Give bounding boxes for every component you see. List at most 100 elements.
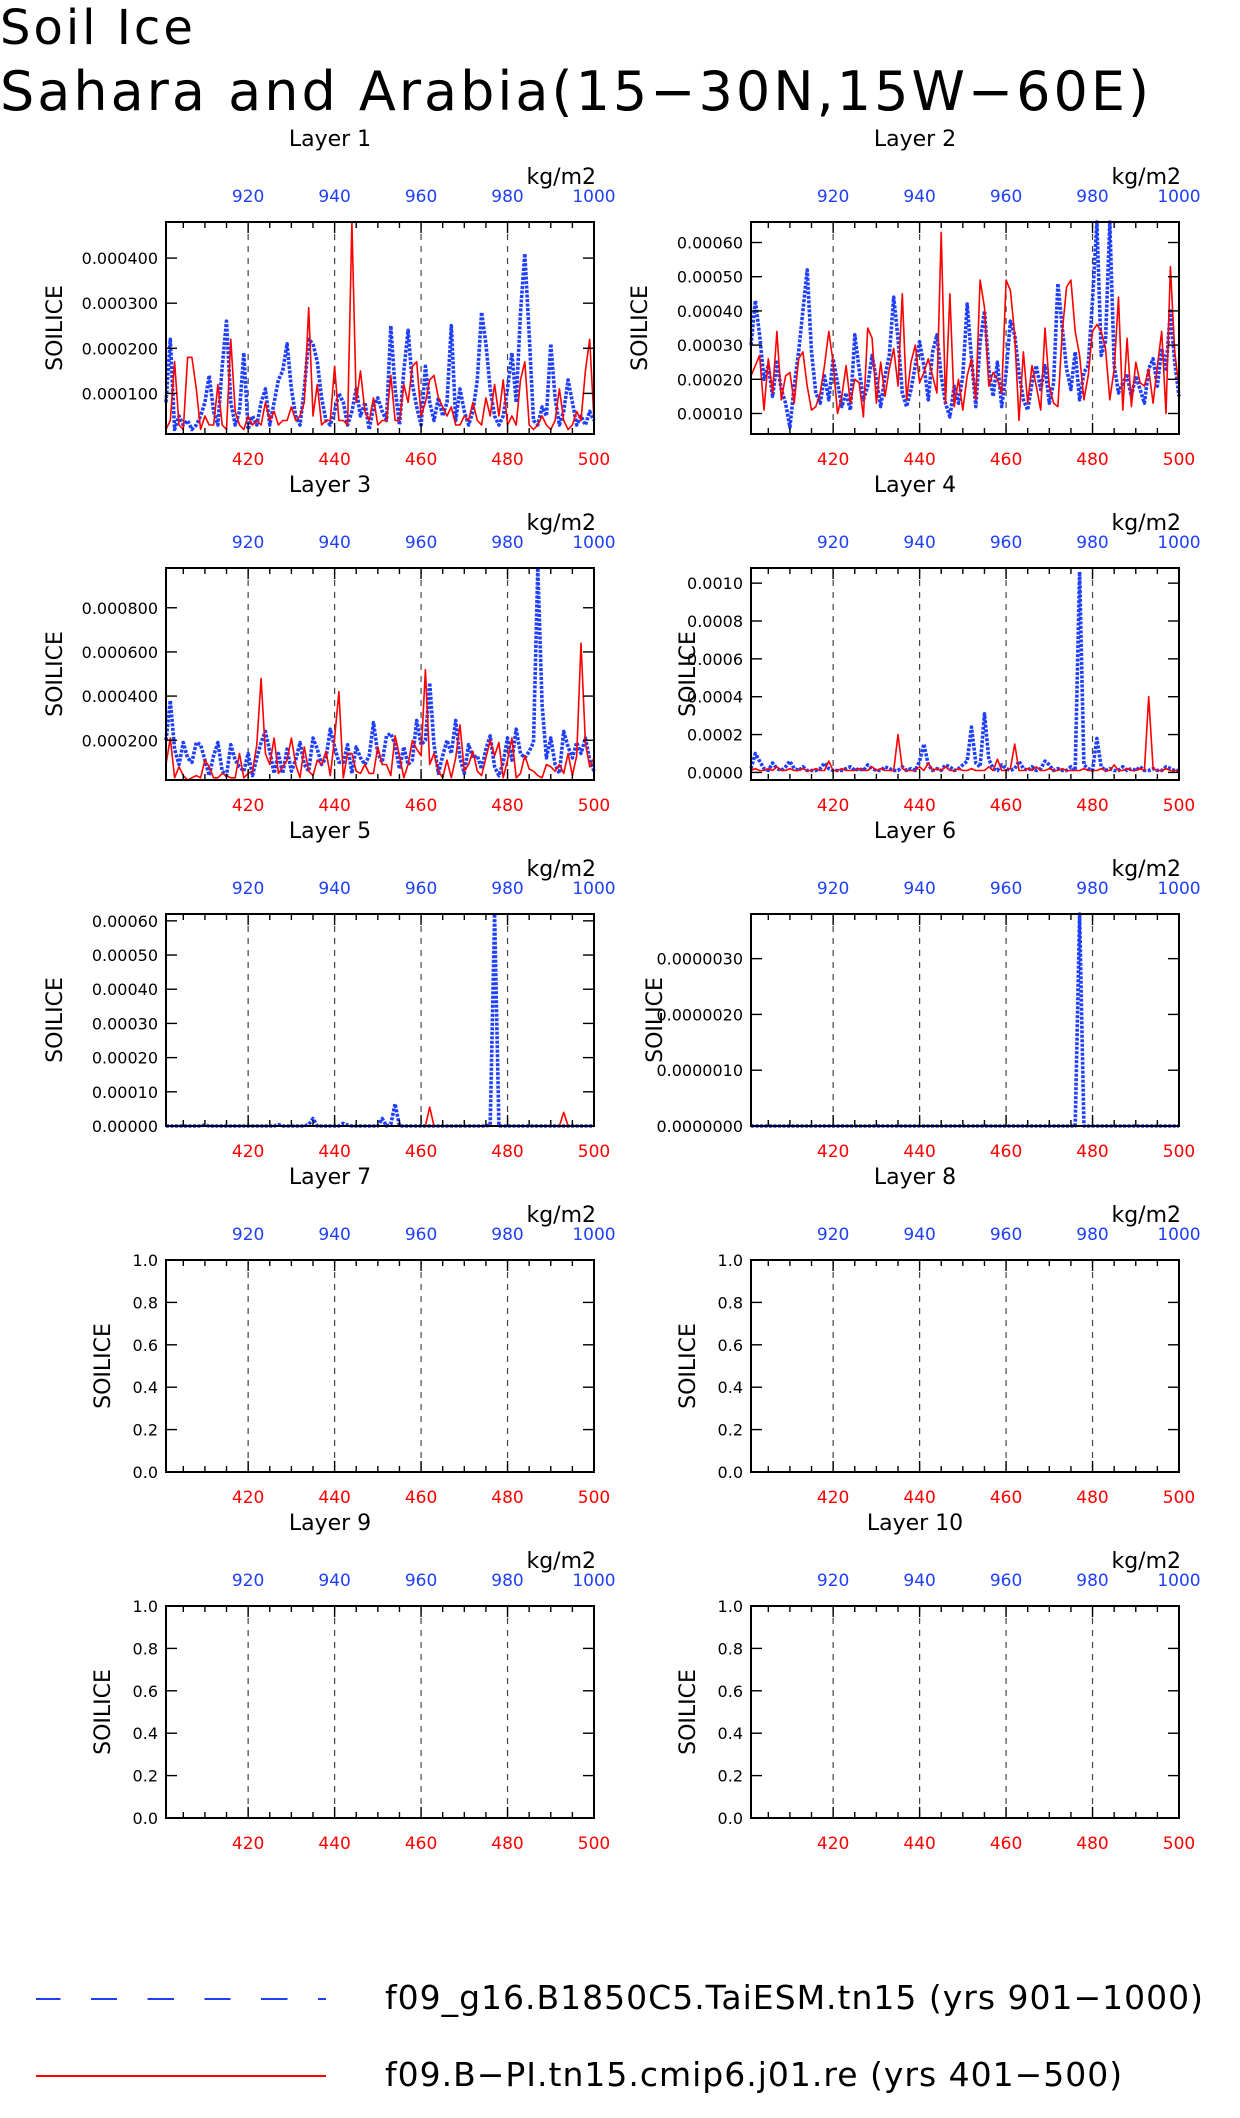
x-tick-label: 460 [405, 1142, 437, 1162]
x-tick-label: 420 [817, 450, 849, 470]
chart-panel-4: Layer 4 kg/m2 SOILICE 420 440 460 480 500 920 940… [676, 473, 1201, 816]
x-tick-label: 420 [817, 796, 849, 816]
y-tick-label: 0.00030 [92, 1014, 158, 1033]
x-top-tick-label: 940 [318, 533, 350, 553]
units-label: kg/m2 [526, 165, 596, 190]
y-tick-label: 0.0000020 [656, 1005, 743, 1024]
y-tick-label: 0.0004 [687, 688, 743, 707]
y-tick-label: 1.0 [133, 1251, 158, 1270]
x-tick-label: 440 [903, 450, 935, 470]
units-label: kg/m2 [526, 1549, 596, 1574]
plot-frame [165, 913, 595, 1127]
series-line-cmip6 [750, 695, 1179, 772]
chart-title: Layer 2 [874, 127, 956, 152]
series-line-cmip6 [750, 231, 1180, 422]
x-tick-label: 420 [817, 1488, 849, 1508]
y-tick-label: 0.000200 [82, 731, 158, 750]
series-line-taiesm [751, 912, 1179, 1128]
x-top-tick-label: 960 [990, 1571, 1022, 1591]
plot-frame [750, 567, 1180, 781]
plot-frame [165, 221, 595, 435]
y-tick-label: 0.000800 [82, 599, 158, 618]
x-tick-label: 480 [491, 1142, 523, 1162]
x-tick-label: 500 [578, 1488, 610, 1508]
x-top-tick-label: 940 [903, 879, 935, 899]
y-tick-label: 0.0010 [687, 574, 743, 593]
x-top-tick-label: 920 [817, 1225, 849, 1245]
chart-title: Layer 9 [289, 1511, 371, 1536]
y-tick-label: 0.00040 [677, 302, 743, 321]
y-tick-label: 0.000200 [82, 339, 158, 358]
plot-frame [165, 567, 595, 781]
y-tick-label: 0.8 [133, 1639, 158, 1658]
x-tick-label: 480 [1076, 450, 1108, 470]
x-top-tick-label: 940 [318, 187, 350, 207]
x-tick-label: 440 [903, 1834, 935, 1854]
x-top-tick-label: 920 [232, 1571, 264, 1591]
y-tick-label: 0.00050 [92, 946, 158, 965]
x-tick-label: 480 [1076, 1834, 1108, 1854]
y-tick-label: 0.4 [718, 1724, 743, 1743]
x-top-tick-label: 1000 [1157, 187, 1200, 207]
x-top-tick-label: 980 [491, 533, 523, 553]
legend-label-cmip6: f09.B−PI.tn15.cmip6.j01.re (yrs 401−500) [385, 2055, 1124, 2094]
x-top-tick-label: 980 [1076, 533, 1108, 553]
x-top-tick-label: 960 [405, 1571, 437, 1591]
x-top-tick-label: 940 [903, 187, 935, 207]
y-axis-label: SOILICE [676, 631, 701, 717]
units-label: kg/m2 [526, 1203, 596, 1228]
y-tick-label: 0.8 [133, 1293, 158, 1312]
series-line-taiesm [749, 220, 1181, 430]
y-tick-label: 0.0000010 [656, 1061, 743, 1080]
x-tick-label: 440 [318, 1142, 350, 1162]
x-tick-label: 480 [491, 1834, 523, 1854]
y-tick-label: 1.0 [718, 1251, 743, 1270]
x-top-tick-label: 980 [491, 1571, 523, 1591]
chart-panel-9: Layer 9 kg/m2 SOILICE 420 440 460 480 500 920 940… [91, 1511, 616, 1854]
chart-panel-5: Layer 5 kg/m2 SOILICE 420 440 460 480 500 920 940… [43, 819, 616, 1162]
x-tick-label: 420 [817, 1834, 849, 1854]
units-label: kg/m2 [1111, 511, 1181, 536]
x-tick-label: 480 [491, 1488, 523, 1508]
x-tick-label: 500 [1163, 450, 1195, 470]
units-label: kg/m2 [1111, 165, 1181, 190]
y-tick-label: 0.0 [133, 1463, 158, 1482]
x-top-tick-label: 980 [1076, 187, 1108, 207]
x-tick-label: 460 [990, 450, 1022, 470]
x-tick-label: 460 [405, 1834, 437, 1854]
x-top-tick-label: 960 [405, 1225, 437, 1245]
x-tick-label: 440 [318, 1488, 350, 1508]
x-tick-label: 440 [318, 796, 350, 816]
y-tick-label: 0.4 [133, 1724, 158, 1743]
x-top-tick-label: 960 [990, 879, 1022, 899]
plot-frame [165, 1259, 595, 1473]
chart-panel-3: Layer 3 kg/m2 SOILICE 420 440 460 480 500 920 940… [43, 473, 616, 816]
y-tick-label: 0.6 [133, 1682, 158, 1701]
units-label: kg/m2 [1111, 1203, 1181, 1228]
series-line-taiesm [166, 912, 594, 1128]
y-tick-label: 0.00050 [677, 268, 743, 287]
page-subtitle: Sahara and Arabia(15−30N,15W−60E) [0, 60, 1153, 123]
x-top-tick-label: 920 [232, 187, 264, 207]
plot-frame [750, 913, 1180, 1127]
plot-frame [750, 221, 1180, 435]
x-top-tick-label: 940 [903, 533, 935, 553]
x-top-tick-label: 960 [405, 533, 437, 553]
x-top-tick-label: 940 [318, 1571, 350, 1591]
legend-item-cmip6: f09.B−PI.tn15.cmip6.j01.re (yrs 401−500) [0, 2047, 1240, 2107]
x-top-tick-label: 920 [817, 187, 849, 207]
y-tick-label: 0.4 [133, 1378, 158, 1397]
y-tick-label: 0.0 [718, 1463, 743, 1482]
chart-title: Layer 7 [289, 1165, 371, 1190]
y-axis-label: SOILICE [91, 1669, 116, 1755]
y-tick-label: 0.0000030 [656, 950, 743, 969]
y-tick-label: 0.0006 [687, 650, 743, 669]
x-tick-label: 480 [1076, 1142, 1108, 1162]
legend-line-dashed-blue [36, 1998, 326, 2000]
chart-panel-10: Layer 10 kg/m2 SOILICE 420 440 460 480 500 920 94… [676, 1511, 1201, 1854]
chart-panel-7: Layer 7 kg/m2 SOILICE 420 440 460 480 500 920 940… [91, 1165, 616, 1508]
x-top-tick-label: 1000 [1157, 1571, 1200, 1591]
x-tick-label: 420 [232, 1142, 264, 1162]
x-top-tick-label: 920 [817, 1571, 849, 1591]
